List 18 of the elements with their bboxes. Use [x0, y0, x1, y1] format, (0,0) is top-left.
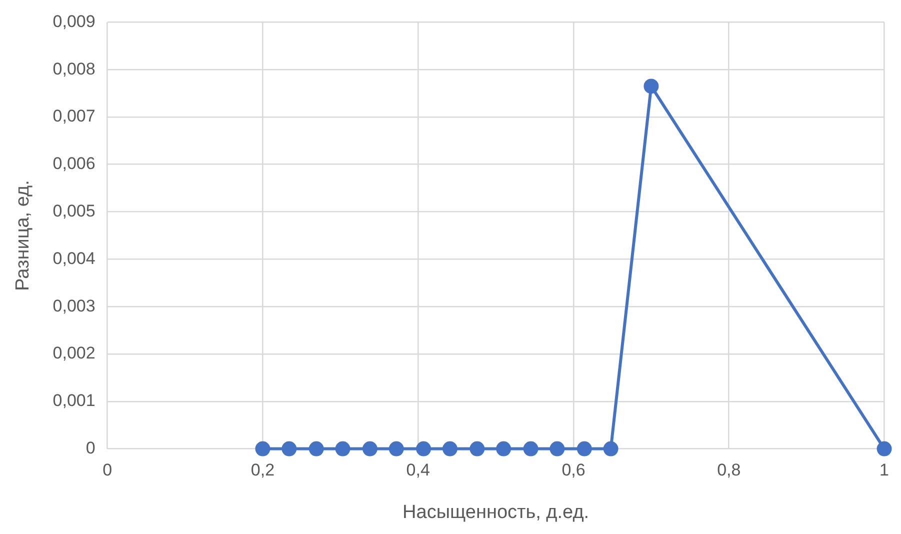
y-tick-label: 0,006 — [52, 154, 96, 174]
y-tick-label: 0,003 — [52, 296, 96, 316]
y-tick-label: 0 — [86, 438, 96, 458]
y-tick-label: 0,004 — [52, 248, 96, 268]
x-tick-label: 1 — [880, 460, 890, 480]
x-tick-label: 0,6 — [562, 460, 586, 480]
y-tick-label: 0,007 — [52, 106, 96, 126]
y-tick-label: 0,005 — [52, 201, 96, 220]
x-tick-label: 0,4 — [406, 460, 430, 480]
x-tick-label: 0 — [102, 460, 112, 480]
y-tick-label: 0,009 — [52, 12, 96, 31]
y-axis-title: Разница, ед. — [12, 180, 34, 291]
y-tick-label: 0,008 — [52, 59, 96, 78]
y-tick-label: 0,002 — [52, 344, 96, 363]
x-axis-title: Насыщенность, д.ед. — [402, 502, 590, 523]
y-tick-label: 0,001 — [52, 391, 96, 410]
x-tick-label: 0,8 — [717, 460, 741, 480]
x-tick-label: 0,2 — [250, 460, 275, 480]
